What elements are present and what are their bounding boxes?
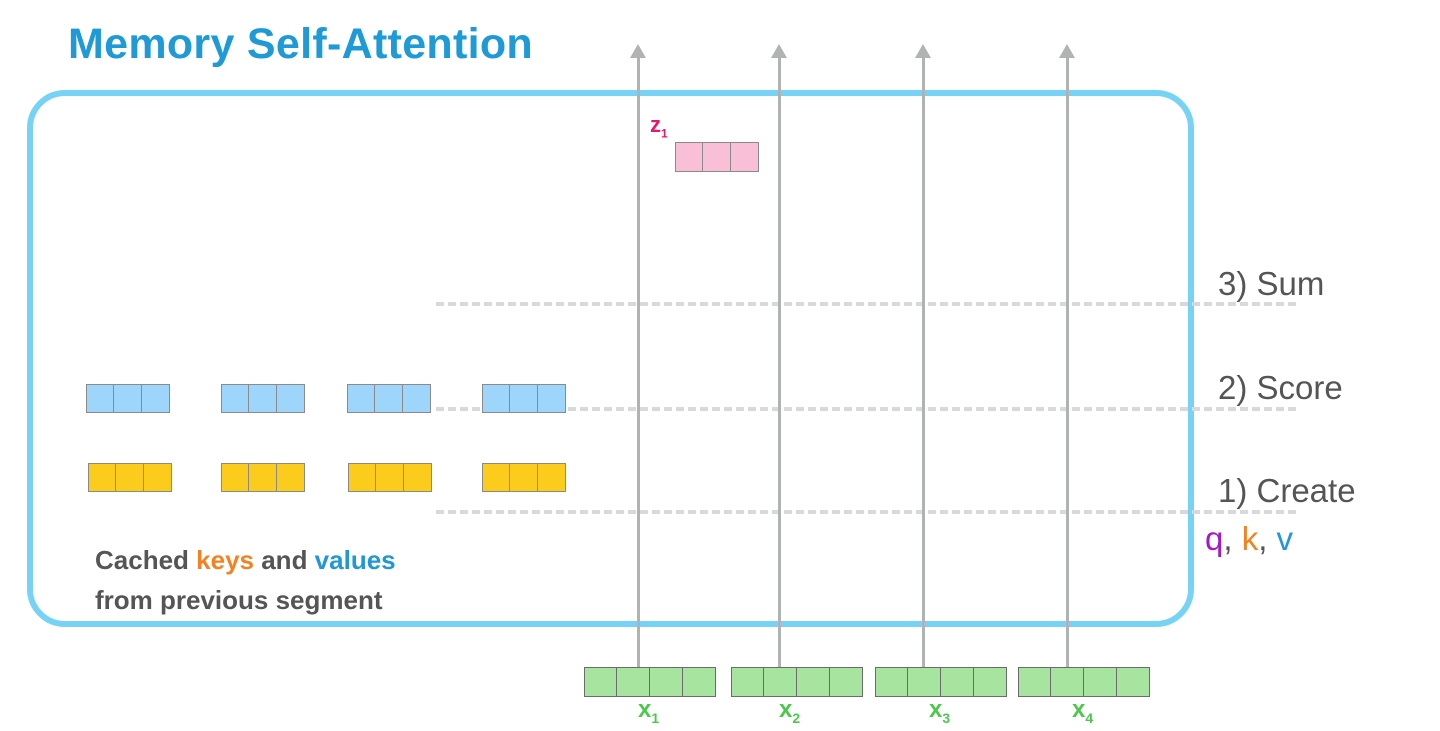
input-vector-3 — [875, 667, 1007, 697]
input-arrow-4 — [1059, 44, 1075, 668]
input-label-3: x3 — [929, 696, 951, 726]
sum-divider — [436, 302, 1296, 306]
score-divider — [436, 407, 1296, 411]
cached-key-vector — [221, 463, 305, 492]
cached-value-vector — [482, 384, 566, 413]
input-label-4: x4 — [1072, 696, 1094, 726]
cached-key-vector — [88, 463, 172, 492]
diagram-title: Memory Self-Attention — [68, 20, 533, 68]
cached-key-vector — [482, 463, 566, 492]
cached-value-vector — [347, 384, 431, 413]
cached-value-vector — [86, 384, 170, 413]
cached-key-vector — [348, 463, 432, 492]
input-vector-4 — [1018, 667, 1150, 697]
stage-score-label: 2) Score — [1218, 369, 1343, 406]
qkv-label: q, k, v — [1205, 520, 1294, 557]
input-vector-1 — [584, 667, 716, 697]
cached-caption: Cached keys and values from previous seg… — [95, 545, 396, 615]
input-arrow-2 — [771, 44, 787, 668]
output-label: z1 — [650, 112, 668, 141]
attention-frame — [27, 90, 1194, 627]
stage-sum-label: 3) Sum — [1218, 265, 1325, 302]
input-arrow-1 — [630, 44, 646, 668]
input-vector-2 — [731, 667, 863, 697]
cached-value-vector — [221, 384, 305, 413]
input-label-2: x2 — [779, 696, 801, 726]
input-label-1: x1 — [638, 696, 660, 726]
create-divider — [436, 510, 1296, 514]
input-arrow-3 — [915, 44, 931, 668]
output-vector — [675, 142, 759, 172]
stage-create-label: 1) Create — [1218, 472, 1356, 509]
